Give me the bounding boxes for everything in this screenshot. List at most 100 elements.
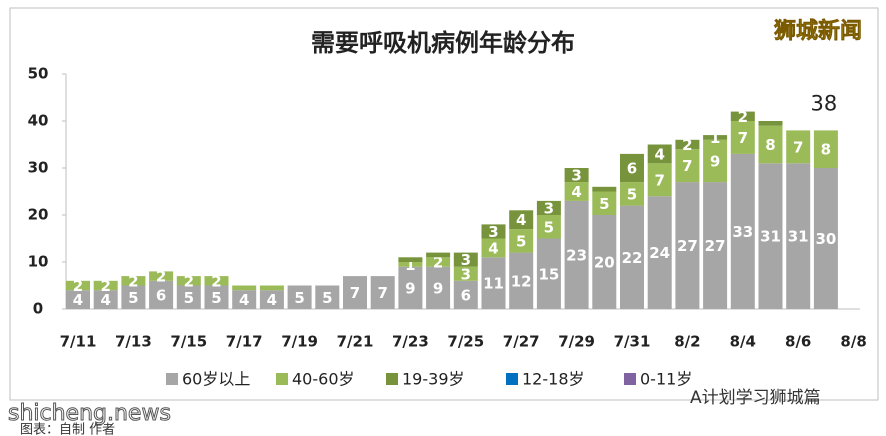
- bar-segment: [786, 130, 811, 164]
- data-label: 2: [128, 272, 138, 290]
- x-tick-label: 7/11: [60, 333, 97, 351]
- data-label: 1: [710, 129, 720, 147]
- data-label: 15: [538, 265, 559, 283]
- data-label: 6: [627, 160, 637, 178]
- bar-segment: [509, 252, 534, 309]
- data-label: 3: [488, 223, 498, 241]
- bar-segment: [121, 276, 146, 286]
- data-label: 3: [461, 251, 471, 269]
- data-label: 2: [184, 272, 194, 290]
- data-label: 2: [738, 108, 748, 126]
- x-tick-label: 7/23: [392, 333, 429, 351]
- data-label: 7: [654, 171, 664, 189]
- data-label: 4: [516, 211, 526, 229]
- bar-segment: [426, 266, 451, 309]
- data-label: 7: [793, 138, 803, 156]
- watermark: shicheng.news: [8, 401, 171, 426]
- bar-segment: [204, 285, 229, 309]
- bar-segment: [453, 280, 478, 309]
- data-label: 2: [433, 254, 443, 272]
- bar-segment: [620, 205, 644, 309]
- data-label: 2: [682, 136, 692, 154]
- bar-segment: [592, 186, 617, 192]
- y-tick-label: 10: [28, 253, 49, 271]
- bar-segment: [481, 238, 506, 258]
- x-tick-label: 7/17: [226, 333, 263, 351]
- bar-segment: [259, 290, 284, 309]
- bar-segment: [232, 285, 257, 291]
- data-label: 24: [649, 244, 670, 262]
- data-label: 5: [211, 289, 221, 307]
- data-label: 5: [184, 289, 194, 307]
- bar-segment: [703, 139, 728, 183]
- bar-segment: [398, 257, 423, 262]
- y-tick-label: 20: [28, 206, 49, 224]
- x-tick-label: 7/25: [447, 333, 484, 351]
- data-label: 8: [821, 141, 831, 159]
- bar-segment: [204, 276, 229, 286]
- bar-segment: [536, 238, 561, 309]
- bar-segment: [315, 285, 340, 309]
- data-label: 4: [100, 291, 110, 309]
- bar-segment: [703, 182, 728, 309]
- data-label: 22: [622, 249, 643, 267]
- data-label: 2: [211, 272, 221, 290]
- data-label: 8: [765, 136, 775, 154]
- data-label: 3: [544, 199, 554, 217]
- bar-segment: [426, 252, 451, 258]
- data-label: 5: [627, 185, 637, 203]
- data-label: 33: [732, 223, 753, 241]
- data-label: 7: [738, 129, 748, 147]
- bar-segment: [647, 163, 672, 197]
- data-label: 12: [511, 272, 532, 290]
- x-tick-label: 8/8: [840, 333, 866, 351]
- data-label: 27: [677, 237, 698, 255]
- bar-segment: [813, 168, 838, 309]
- data-label: 6: [156, 286, 166, 304]
- data-label: 9: [710, 152, 720, 170]
- bar-segment: [398, 266, 423, 309]
- data-label: 5: [544, 218, 554, 236]
- watermark: 狮城新闻: [774, 18, 862, 44]
- legend-swatch: [166, 373, 178, 385]
- bar-segment: [675, 149, 700, 183]
- data-label: 20: [594, 254, 615, 272]
- x-tick-label: 7/19: [281, 333, 318, 351]
- data-label: 4: [239, 291, 249, 309]
- bar-segment: [675, 182, 700, 309]
- bar-segment: [813, 130, 838, 168]
- data-label: 31: [788, 228, 809, 246]
- data-label: 9: [433, 279, 443, 297]
- data-label: 30: [815, 230, 836, 248]
- watermark: 图表：自制 作者: [20, 423, 115, 436]
- bar-segment: [647, 196, 672, 309]
- legend-swatch: [506, 373, 518, 385]
- data-label: 5: [322, 289, 332, 307]
- chart-title: 需要呼吸机病例年龄分布: [311, 29, 575, 57]
- bar-segment: [620, 153, 644, 183]
- data-label: 5: [128, 289, 138, 307]
- bar-segment: [730, 153, 755, 309]
- data-label: 4: [488, 239, 498, 257]
- x-tick-label: 7/15: [170, 333, 207, 351]
- bar-segment: [758, 121, 783, 126]
- bar-segment: [509, 229, 534, 253]
- data-label: 7: [350, 284, 360, 302]
- y-tick-label: 0: [33, 300, 43, 318]
- bar-segment: [620, 182, 644, 206]
- bar-segment: [343, 276, 367, 309]
- bar-segment: [703, 135, 728, 140]
- legend-swatch: [276, 373, 288, 385]
- legend-swatch: [386, 373, 398, 385]
- bar-segment: [730, 121, 755, 154]
- data-label: 9: [405, 279, 415, 297]
- bar-segment: [93, 290, 118, 309]
- bar-segment: [398, 262, 423, 267]
- data-label: 2: [100, 277, 110, 295]
- bar-segment: [66, 280, 90, 291]
- legend-label: 60岁以上: [182, 370, 250, 389]
- data-label: 1: [405, 256, 415, 274]
- bar-segment: [758, 163, 783, 309]
- bar-segment: [232, 290, 257, 309]
